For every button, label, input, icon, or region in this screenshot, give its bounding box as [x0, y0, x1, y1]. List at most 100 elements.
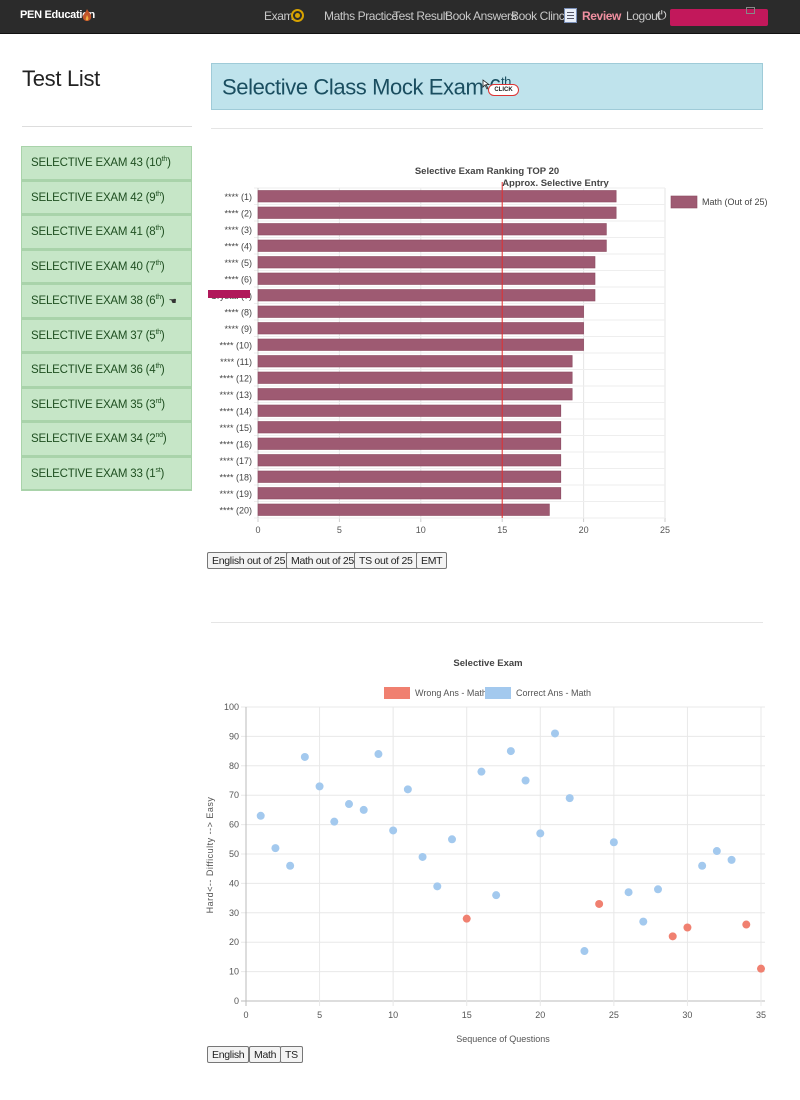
y-tick-label: 70: [229, 790, 239, 800]
test-list-item[interactable]: SELECTIVE EXAM 42 (9th): [21, 180, 192, 215]
legend-swatch: [670, 195, 698, 209]
scatter-point: [506, 747, 515, 756]
nav-exam[interactable]: Exam: [264, 9, 294, 23]
rank-bar: [257, 338, 584, 351]
rank-label: **** (1): [224, 192, 252, 202]
y-tick-label: 50: [229, 849, 239, 859]
scatter-point: [639, 917, 648, 926]
test-list-item-close-paren: ): [162, 432, 167, 445]
rank-bar: [257, 371, 573, 384]
scatter-point: [462, 914, 471, 923]
test-list-item-close-paren: ): [161, 398, 165, 411]
legend-label: Correct Ans - Math: [516, 688, 591, 698]
x-tick-label: 5: [337, 525, 342, 535]
test-list-item-ordinal: th: [161, 156, 168, 163]
test-list-item[interactable]: SELECTIVE EXAM 34 (2nd): [21, 422, 192, 457]
chart-title: Selective Exam Ranking TOP 20: [415, 166, 559, 177]
scatter-point: [403, 785, 412, 794]
test-list-item-close-paren: ): [160, 467, 165, 480]
scatter-toggle-button[interactable]: Math: [249, 1046, 282, 1063]
section-divider: [211, 622, 763, 623]
nav-book-answers[interactable]: Book Answers: [445, 9, 517, 23]
test-list-item[interactable]: SELECTIVE EXAM 40 (7th): [21, 249, 192, 284]
sidebar-title: Test List: [22, 66, 100, 91]
test-list-item-label: SELECTIVE EXAM 34 (2: [31, 432, 156, 445]
rank-label: **** (11): [220, 357, 252, 367]
test-list-item[interactable]: SELECTIVE EXAM 37 (5th): [21, 318, 192, 353]
ranking-toggle-button[interactable]: English out of 25: [207, 552, 291, 569]
test-list-item-label: SELECTIVE EXAM 38 (6: [31, 294, 156, 307]
ranking-toggle-button[interactable]: Math out of 25: [286, 552, 359, 569]
difficulty-scatter-chart: Selective Exam Wrong Ans - Math Correct An…: [205, 658, 766, 1044]
rank-bar: [257, 256, 596, 269]
rank-label: **** (8): [224, 307, 252, 317]
header-divider: [211, 128, 763, 129]
test-list-item-label: SELECTIVE EXAM 41 (8: [31, 225, 156, 238]
y-tick-label: 30: [229, 908, 239, 918]
scatter-toggle-button[interactable]: English: [207, 1046, 250, 1063]
exam-title: Selective Class Mock Exam 6th: [222, 74, 512, 100]
rank-bar: [257, 223, 607, 236]
test-list-item[interactable]: SELECTIVE EXAM 43 (10th): [21, 146, 192, 181]
x-tick-label: 25: [609, 1010, 619, 1020]
scatter-point: [433, 882, 442, 891]
rank-label: **** (6): [224, 274, 252, 284]
scatter-point: [477, 767, 486, 776]
rank-bar: [257, 503, 550, 516]
rank-label: **** (16): [219, 439, 252, 449]
test-list-item-label: SELECTIVE EXAM 36 (4: [31, 363, 156, 376]
ranking-toggle-button[interactable]: EMT: [416, 552, 448, 569]
x-tick-label: 15: [497, 525, 507, 535]
nav-test-result[interactable]: Test Result: [393, 9, 448, 23]
y-tick-label: 60: [229, 820, 239, 830]
notebook-icon[interactable]: [564, 8, 577, 23]
rank-label: **** (4): [224, 241, 252, 251]
nav-book-clinic[interactable]: Book Clinc: [511, 9, 565, 23]
test-list-item-label: SELECTIVE EXAM 35 (3: [31, 398, 156, 411]
test-list-item[interactable]: SELECTIVE EXAM 41 (8th): [21, 215, 192, 250]
test-list-item[interactable]: SELECTIVE EXAM 35 (3rd): [21, 387, 192, 422]
x-tick-label: 5: [317, 1010, 322, 1020]
test-list-item-ordinal: th: [155, 190, 161, 198]
scatter-point: [286, 861, 295, 870]
selective-entry-label: Approx. Selective Entry: [502, 178, 609, 189]
x-tick-label: 30: [682, 1010, 692, 1020]
rank-bar: [257, 470, 562, 483]
test-list-item[interactable]: SELECTIVE EXAM 38 (6th) ☚: [21, 284, 192, 319]
rank-label: **** (14): [219, 406, 252, 416]
window-icon: [746, 7, 755, 14]
test-list-item[interactable]: SELECTIVE EXAM 33 (1st): [21, 456, 192, 491]
test-list-item[interactable]: SELECTIVE EXAM 36 (4th): [21, 353, 192, 388]
scatter-point: [448, 835, 456, 844]
x-tick-label: 20: [579, 525, 589, 535]
scatter-point: [359, 805, 368, 814]
scatter-point: [330, 817, 339, 826]
rank-label: **** (3): [224, 225, 252, 235]
rank-label: **** (12): [219, 373, 252, 383]
scatter-point: [595, 899, 604, 908]
flame-logo-icon: [82, 9, 92, 21]
test-list-item-close-paren: ): [160, 363, 165, 376]
rank-bar: [257, 239, 607, 252]
rank-bar: [257, 206, 617, 219]
x-axis-label: Sequence of Questions: [456, 1034, 550, 1044]
brand-logo[interactable]: PEN Education: [20, 9, 95, 21]
x-tick-label: 25: [660, 525, 670, 535]
x-tick-label: 15: [462, 1010, 472, 1020]
scatter-toggle-button[interactable]: TS: [280, 1046, 303, 1063]
legend-swatch: [384, 687, 410, 699]
y-tick-label: 10: [229, 967, 239, 977]
nav-review[interactable]: Review: [582, 9, 621, 23]
ranking-toggle-button[interactable]: TS out of 25: [354, 552, 418, 569]
click-badge[interactable]: CLICK: [488, 84, 519, 96]
rank-bar: [257, 421, 562, 434]
nav-logout[interactable]: Logout: [626, 9, 661, 23]
rank-bar: [257, 322, 584, 335]
nav-maths-practice[interactable]: Maths Practice: [324, 9, 398, 23]
power-icon[interactable]: ⏻: [657, 8, 667, 22]
y-tick-label: 20: [229, 937, 239, 947]
student-name-redaction: [208, 290, 250, 298]
scatter-point: [256, 811, 265, 820]
scatter-point: [727, 855, 736, 864]
scatter-point: [492, 891, 501, 900]
